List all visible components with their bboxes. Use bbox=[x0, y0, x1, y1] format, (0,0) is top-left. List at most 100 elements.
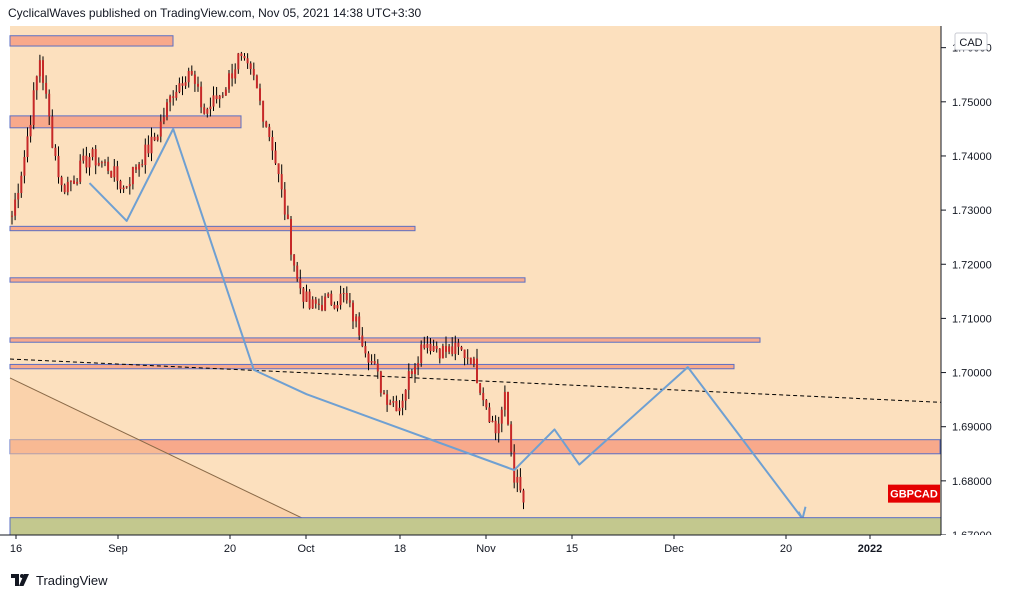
candle-body bbox=[262, 100, 265, 122]
candle-body bbox=[491, 420, 494, 423]
candle-body bbox=[364, 346, 367, 354]
resistance-zone bbox=[9, 225, 416, 232]
candle-body bbox=[429, 343, 432, 352]
price-tick-label: 1.72000 bbox=[952, 259, 992, 271]
wedge-line-segment bbox=[9, 377, 338, 536]
footer: TradingView bbox=[10, 571, 108, 589]
candle-body bbox=[361, 335, 364, 347]
time-axis-corner bbox=[941, 535, 1009, 563]
candle-body bbox=[314, 299, 317, 304]
candle-body bbox=[457, 342, 460, 347]
candle-body bbox=[296, 265, 299, 279]
candle-body bbox=[414, 366, 416, 375]
candle-body bbox=[259, 88, 261, 101]
candle-body bbox=[454, 342, 457, 354]
candle-body bbox=[265, 121, 268, 127]
resistance-zone bbox=[9, 363, 735, 370]
candle-body bbox=[469, 357, 472, 365]
currency-label: CAD bbox=[959, 37, 982, 49]
candle-body bbox=[302, 288, 305, 302]
candle-body bbox=[476, 358, 478, 384]
time-tick-label: 2022 bbox=[858, 543, 882, 555]
candle-body bbox=[417, 363, 420, 367]
candle-body bbox=[206, 109, 209, 114]
candle-body bbox=[85, 155, 88, 168]
time-tick-label: Oct bbox=[297, 543, 314, 555]
candle-body bbox=[63, 185, 66, 193]
candle-body bbox=[432, 345, 435, 352]
candle-body bbox=[324, 296, 327, 311]
time-tick-label: Dec bbox=[664, 543, 684, 555]
candle-body bbox=[144, 144, 147, 166]
candle-body bbox=[308, 291, 311, 309]
trendline-segment bbox=[9, 358, 942, 403]
resistance-zones bbox=[9, 35, 941, 455]
symbol-label: GBPCAD bbox=[890, 489, 938, 501]
candle-body bbox=[14, 199, 17, 216]
candle-body bbox=[268, 126, 271, 137]
candle-body bbox=[135, 167, 137, 170]
candle-body bbox=[88, 157, 91, 168]
candle-body bbox=[379, 371, 382, 393]
currency-badge: CAD bbox=[954, 32, 988, 51]
tradingview-logo-icon[interactable] bbox=[10, 573, 32, 587]
candle-body bbox=[231, 73, 234, 79]
candle-body bbox=[448, 346, 451, 352]
candle-body bbox=[488, 407, 491, 423]
candle-body bbox=[212, 95, 215, 107]
candle-body bbox=[404, 389, 407, 401]
candle-body bbox=[104, 161, 106, 163]
candle-body bbox=[383, 392, 385, 395]
dashed-trendline bbox=[9, 358, 942, 403]
time-tick-label: Sep bbox=[108, 543, 128, 555]
candle-body bbox=[516, 476, 519, 483]
candle-body bbox=[209, 106, 212, 110]
candle-body bbox=[110, 170, 113, 178]
candle-body bbox=[376, 363, 379, 372]
candle-body bbox=[274, 150, 277, 164]
candle-body bbox=[336, 305, 339, 309]
candle-body bbox=[11, 215, 13, 217]
candle-body bbox=[441, 346, 444, 359]
candle-body bbox=[352, 302, 354, 322]
candle-body bbox=[181, 83, 184, 86]
candle-body bbox=[407, 371, 410, 390]
candle-body bbox=[228, 73, 230, 90]
candle-body bbox=[153, 136, 156, 141]
candle-body bbox=[162, 117, 165, 122]
candle-body bbox=[386, 394, 389, 405]
candle-body bbox=[246, 58, 249, 64]
candle-body bbox=[330, 293, 333, 305]
candle-body bbox=[497, 423, 500, 434]
candle-body bbox=[94, 149, 97, 166]
candle-body bbox=[472, 358, 475, 365]
candle-body bbox=[215, 95, 218, 100]
candle-body bbox=[116, 166, 119, 181]
candle-body bbox=[519, 476, 522, 491]
candle-body bbox=[277, 163, 280, 175]
candle-body bbox=[503, 391, 506, 410]
candle-body bbox=[507, 391, 509, 425]
candle-body bbox=[107, 161, 110, 171]
candle-body bbox=[150, 136, 153, 154]
price-axis: 1.760001.750001.740001.730001.720001.710… bbox=[941, 43, 992, 542]
candle-body bbox=[113, 166, 116, 178]
candle-body bbox=[200, 86, 203, 108]
candle-body bbox=[125, 186, 128, 188]
candle-body bbox=[463, 349, 466, 358]
candle-body bbox=[45, 82, 48, 94]
candle-body bbox=[305, 291, 308, 302]
candle-body bbox=[224, 89, 227, 96]
candle-body bbox=[327, 293, 330, 297]
candle-body bbox=[91, 149, 94, 158]
candle-body bbox=[221, 95, 224, 97]
footer-brand[interactable]: TradingView bbox=[36, 572, 108, 588]
candle-body bbox=[156, 136, 159, 141]
candle-body bbox=[141, 164, 144, 166]
candle-body bbox=[482, 392, 485, 401]
candle-body bbox=[23, 157, 26, 176]
candle-body bbox=[17, 193, 20, 200]
candle-body bbox=[389, 402, 392, 405]
